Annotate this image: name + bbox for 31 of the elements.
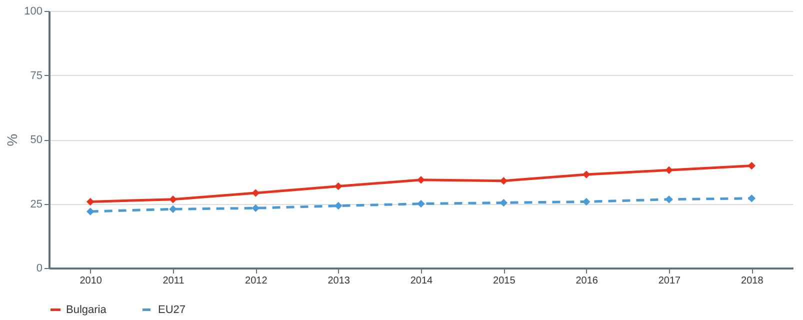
x-tick-label: 2016 (576, 276, 598, 286)
y-tick-label: 75 (30, 70, 42, 82)
x-tick-label: 2010 (80, 276, 102, 286)
x-tick-label: 2014 (410, 276, 434, 286)
x-tick-label: 2017 (658, 276, 682, 286)
legend-label: Bulgaria (66, 304, 108, 316)
point (169, 205, 177, 214)
point (86, 198, 94, 206)
x-tick-label: 2011 (162, 276, 185, 286)
point (169, 196, 177, 204)
point (748, 194, 756, 202)
x-tick-label: 2015 (493, 276, 516, 286)
point (86, 208, 94, 216)
x-tick-label: 2018 (741, 276, 764, 286)
point (334, 202, 342, 210)
y-tick-label: 100 (24, 6, 42, 18)
point (500, 198, 508, 207)
point (748, 162, 756, 170)
y-tick-label: 0 (36, 262, 42, 274)
point (334, 182, 342, 190)
point (417, 200, 425, 208)
x-tick-label: 2013 (328, 276, 350, 286)
point (665, 166, 673, 174)
point (500, 177, 508, 185)
point (417, 176, 425, 184)
y-tick-label: 25 (30, 198, 42, 210)
legend-label: EU27 (158, 304, 186, 316)
point (665, 196, 673, 204)
x-tick-label: 2012 (245, 276, 268, 286)
y-axis-title: % (4, 134, 20, 146)
y-tick-label: 50 (30, 134, 42, 146)
